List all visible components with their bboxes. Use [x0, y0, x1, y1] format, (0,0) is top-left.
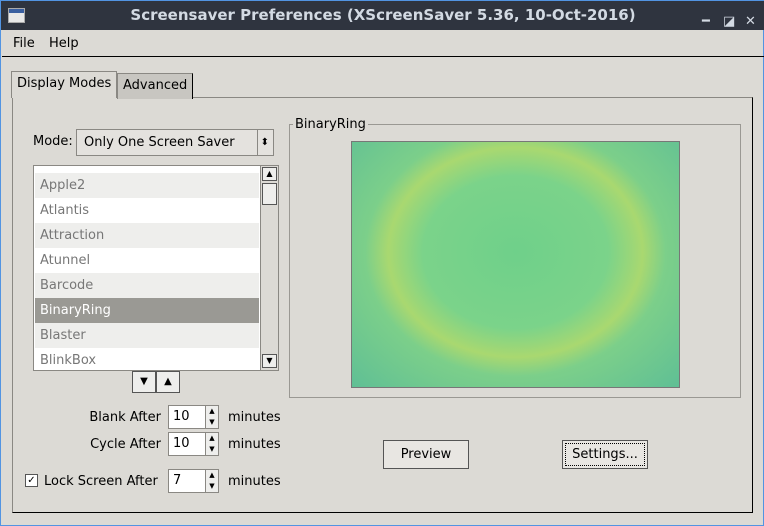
blank-unit: minutes	[228, 410, 281, 425]
blank-after-value: 10	[173, 409, 190, 424]
lock-unit: minutes	[228, 474, 281, 489]
app-icon	[8, 8, 25, 23]
preview-frame	[289, 124, 741, 398]
list-item[interactable]: Barcode	[35, 273, 259, 298]
spin-arrows-icon[interactable]: ▲ ▼	[205, 470, 218, 492]
scrollbar[interactable]: ▲ ▼	[260, 166, 278, 370]
blank-after-spinner[interactable]: 10 ▲ ▼	[168, 405, 219, 429]
tab-display-modes[interactable]: Display Modes	[11, 71, 118, 98]
tab-panel	[12, 97, 753, 513]
scroll-up-icon[interactable]: ▲	[262, 167, 277, 181]
list-item[interactable]: Atlantis	[40, 203, 90, 218]
lock-checkbox[interactable]: ✓	[25, 474, 38, 487]
title-bar: Screensaver Preferences (XScreenSaver 5.…	[1, 0, 764, 30]
menu-help[interactable]: Help	[49, 36, 79, 51]
window-title: Screensaver Preferences (XScreenSaver 5.…	[130, 6, 636, 24]
updown-icon: ⬍	[256, 130, 269, 155]
close-icon[interactable]: ✕	[745, 14, 756, 29]
list-item[interactable]: Attraction	[35, 223, 259, 248]
list-item[interactable]: Atunnel	[40, 253, 91, 268]
mode-value: Only One Screen Saver	[84, 135, 235, 150]
spin-arrows-icon[interactable]: ▲ ▼	[205, 406, 218, 428]
cycle-after-label: Cycle After	[90, 437, 161, 452]
lock-after-spinner[interactable]: 7 ▲ ▼	[168, 469, 219, 493]
minimize-icon[interactable]: ━	[702, 14, 710, 29]
scroll-thumb[interactable]	[262, 183, 277, 205]
tab-advanced[interactable]: Advanced	[117, 73, 194, 99]
lock-label: Lock Screen After	[44, 474, 158, 489]
list-item-selected[interactable]: BinaryRing	[35, 298, 259, 323]
menu-file[interactable]: File	[13, 36, 35, 51]
cycle-after-value: 10	[173, 436, 190, 451]
spin-arrows-icon[interactable]: ▲ ▼	[205, 433, 218, 455]
cycle-after-spinner[interactable]: 10 ▲ ▼	[168, 432, 219, 456]
saver-list[interactable]: Apple2 Atlantis Attraction Atunnel Barco…	[33, 165, 279, 371]
maximize-icon[interactable]: ◪	[723, 14, 736, 29]
lock-after-value: 7	[173, 473, 182, 488]
preview-button[interactable]: Preview	[383, 440, 469, 469]
cycle-unit: minutes	[228, 437, 281, 452]
preview-title: BinaryRing	[293, 117, 368, 132]
mode-label: Mode:	[33, 134, 73, 149]
preview-image	[351, 141, 680, 388]
list-item[interactable]: Blaster	[35, 323, 259, 348]
list-item[interactable]: BlinkBox	[40, 353, 97, 368]
mode-select[interactable]: Only One Screen Saver ⬍	[76, 129, 274, 156]
menu-bar: File Help	[2, 30, 764, 57]
scroll-down-icon[interactable]: ▼	[262, 354, 277, 368]
move-up-button[interactable]: ▲	[156, 371, 180, 393]
blank-after-label: Blank After	[89, 410, 161, 425]
move-down-button[interactable]: ▼	[132, 371, 156, 393]
settings-button[interactable]: Settings...	[562, 440, 648, 469]
list-item[interactable]: Apple2	[35, 173, 259, 198]
